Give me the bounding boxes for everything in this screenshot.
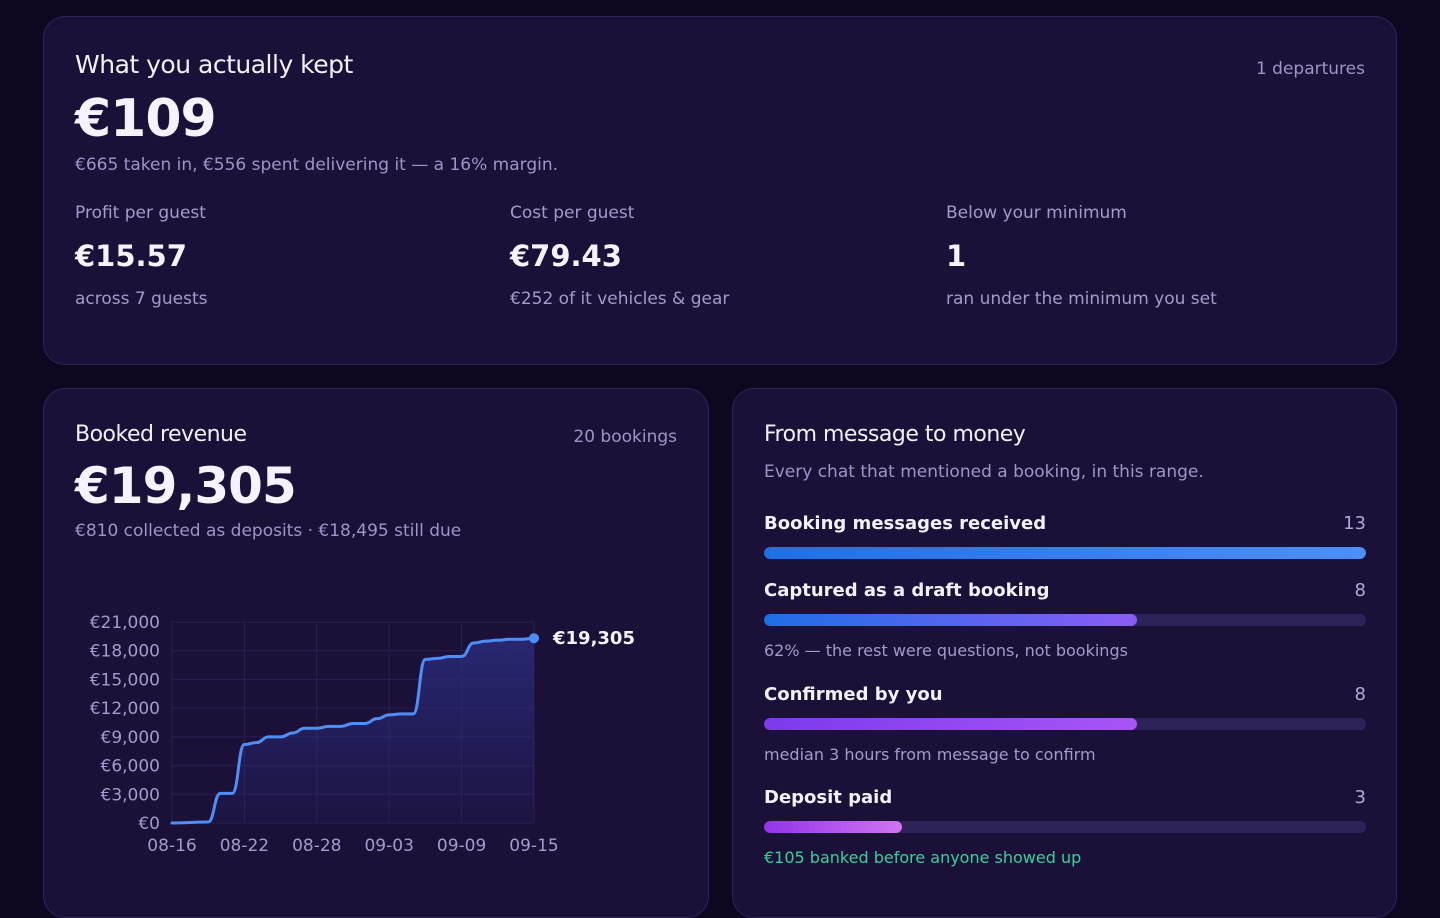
y-tick-label: €6,000 (101, 757, 160, 777)
stage-progress-track (764, 718, 1366, 730)
stage-progress-fill (764, 614, 1138, 626)
kept-summary: €665 taken in, €556 spent delivering it … (75, 155, 559, 175)
revenue-end-point (529, 633, 539, 644)
revenue-area (172, 638, 534, 823)
x-tick-label: 08-16 (147, 836, 196, 856)
x-tick-label: 08-22 (220, 836, 269, 856)
kept-amount: €109 (75, 89, 217, 149)
stage-progress-fill (764, 821, 903, 833)
stage-progress-track (764, 614, 1366, 626)
revenue-line-chart: €0 €3,000 €6,000 €9,000 €12,000 €15,000 €18,00… (90, 613, 635, 856)
revenue-line (170, 636, 536, 825)
stage-count: 3 (1354, 787, 1366, 808)
stat-note: €252 of it vehicles & gear (510, 289, 730, 309)
stage-progress-fill (764, 547, 1366, 559)
kept-title: What you actually kept (75, 50, 353, 79)
stat-below-minimum: Below your minimum 1 ran under the minim… (946, 203, 1366, 309)
revenue-title: Booked revenue (75, 422, 247, 447)
stage-name: Confirmed by you (764, 684, 943, 705)
funnel-stage-messages: Booking messages received 13 (764, 513, 1366, 559)
y-tick-label: €3,000 (101, 785, 160, 805)
stat-profit-per-guest: Profit per guest €15.57 across 7 guests (75, 203, 495, 309)
stat-label: Cost per guest (510, 203, 635, 223)
booked-revenue-card: Booked revenue 20 bookings €19,305 €810 … (43, 388, 709, 918)
funnel-stage-confirmed: Confirmed by you 8 median 3 hours from m… (764, 684, 1366, 764)
funnel-stage-deposit: Deposit paid 3 €105 banked before anyone… (764, 787, 1366, 867)
stage-name: Captured as a draft booking (764, 580, 1050, 601)
funnel-card: From message to money Every chat that me… (732, 388, 1397, 918)
stat-label: Below your minimum (946, 203, 1127, 223)
y-tick-label: €18,000 (90, 642, 160, 662)
stage-progress-track (764, 547, 1366, 559)
x-tick-label: 09-15 (509, 836, 558, 856)
y-tick-label: €21,000 (90, 613, 160, 633)
revenue-end-label: €19,305 (552, 628, 635, 649)
bookings-count: 20 bookings (573, 427, 677, 447)
revenue-summary: €810 collected as deposits · €18,495 sti… (75, 521, 462, 541)
y-tick-label: €9,000 (101, 728, 160, 748)
funnel-title: From message to money (764, 422, 1026, 447)
x-tick-label: 09-09 (437, 836, 486, 856)
y-tick-label: €0 (138, 814, 160, 834)
stat-value: €15.57 (75, 239, 187, 273)
y-tick-label: €12,000 (90, 699, 160, 719)
stat-cost-per-guest: Cost per guest €79.43 €252 of it vehicle… (510, 203, 930, 309)
x-tick-label: 08-28 (292, 836, 341, 856)
stat-value: 1 (946, 239, 967, 273)
stage-count: 8 (1354, 684, 1366, 705)
kept-card: What you actually kept 1 departures €109… (43, 16, 1397, 365)
stat-note: ran under the minimum you set (946, 289, 1217, 309)
stage-count: 13 (1343, 513, 1366, 534)
stage-count: 8 (1354, 580, 1366, 601)
funnel-subtitle: Every chat that mentioned a booking, in … (764, 462, 1204, 482)
stage-name: Deposit paid (764, 787, 893, 808)
stage-progress-fill (764, 718, 1138, 730)
departures-count: 1 departures (1255, 59, 1365, 79)
stage-note: €105 banked before anyone showed up (764, 848, 1082, 867)
stat-value: €79.43 (510, 239, 622, 273)
stat-label: Profit per guest (75, 203, 206, 223)
stage-name: Booking messages received (764, 513, 1047, 534)
stage-note: 62% — the rest were questions, not booki… (764, 641, 1128, 660)
stage-note: median 3 hours from message to confirm (764, 745, 1096, 764)
stat-note: across 7 guests (75, 289, 208, 309)
funnel-stage-draft: Captured as a draft booking 8 62% — the … (764, 580, 1366, 660)
x-tick-label: 09-03 (364, 836, 413, 856)
revenue-amount: €19,305 (75, 457, 297, 515)
stage-progress-track (764, 821, 1366, 833)
y-tick-label: €15,000 (90, 670, 160, 690)
